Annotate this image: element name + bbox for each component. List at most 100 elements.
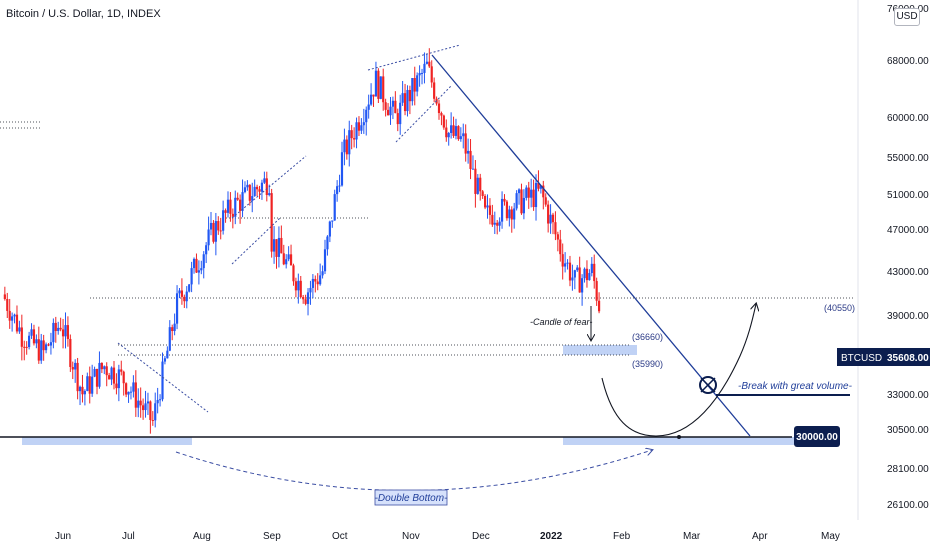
- level-label-40550: (40550): [824, 303, 855, 313]
- candle-body: [11, 316, 14, 321]
- candle-body: [125, 383, 128, 395]
- candle-body: [103, 366, 106, 370]
- candle-body: [517, 189, 521, 194]
- candle-body: [585, 268, 589, 281]
- candle-body: [129, 391, 133, 393]
- candle-body: [302, 297, 305, 300]
- break-cross-2: [700, 377, 716, 393]
- candle-body: [108, 375, 111, 380]
- candle-body: [183, 296, 186, 302]
- resistance-zone: [563, 345, 637, 355]
- candle-body: [44, 344, 48, 351]
- candle-body: [112, 367, 116, 384]
- candle-body: [452, 125, 455, 136]
- candle-body: [362, 122, 365, 126]
- break-circle: [699, 376, 717, 394]
- candle-body: [304, 299, 307, 304]
- candle-body: [306, 292, 310, 304]
- candle-body: [224, 210, 227, 213]
- y-tick: 30500.00: [887, 425, 929, 436]
- candle-body: [433, 82, 436, 99]
- candle-body: [134, 382, 137, 408]
- candle-body: [491, 214, 494, 225]
- candle-body: [229, 199, 232, 214]
- currency-button[interactable]: USD: [894, 8, 920, 26]
- candle-body: [171, 327, 174, 332]
- candle-body: [192, 258, 196, 269]
- candle-body: [544, 197, 547, 205]
- candle-body: [564, 263, 567, 267]
- candle-body: [275, 239, 278, 257]
- double-bottom-label-box: [374, 489, 448, 506]
- candle-body: [498, 221, 501, 226]
- candle-body: [418, 72, 421, 76]
- candle-body: [321, 271, 324, 276]
- candle-body: [234, 197, 237, 217]
- candle-body: [527, 187, 530, 198]
- candle-body: [285, 259, 288, 265]
- candle-body: [200, 268, 203, 271]
- x-tick: Jun: [55, 531, 71, 542]
- channel-line-2: [231, 155, 307, 219]
- candle-body: [588, 273, 591, 281]
- candle-body: [551, 214, 555, 223]
- candle-body: [547, 204, 550, 224]
- candle-body: [503, 198, 506, 202]
- candle-body: [251, 196, 254, 201]
- candle-body: [207, 229, 210, 246]
- candle-body: [389, 106, 392, 116]
- y-axis: 76000.00 68000.00 60000.00 55000.00 5100…: [887, 4, 929, 511]
- chart-title: Bitcoin / U.S. Dollar, 1D, INDEX: [6, 8, 161, 20]
- y-tick: 43000.00: [887, 267, 929, 278]
- candle-body: [471, 168, 475, 170]
- candle-body: [268, 193, 271, 196]
- candle-body: [270, 193, 273, 252]
- candle-body: [333, 194, 336, 221]
- candle-body: [542, 185, 545, 198]
- candle-body: [469, 150, 472, 169]
- support-badge-bg: [794, 426, 840, 447]
- candle-body: [139, 400, 142, 406]
- candle-body: [423, 63, 426, 73]
- candle-body: [314, 278, 317, 282]
- candle-body: [365, 109, 368, 123]
- candle-body: [581, 278, 584, 293]
- candle-body: [66, 325, 70, 339]
- candle-body: [382, 76, 385, 103]
- candle-body: [353, 138, 356, 140]
- candle-body: [156, 399, 159, 404]
- candle-body: [59, 327, 62, 330]
- candle-body: [384, 102, 387, 110]
- candle-body: [3, 294, 6, 300]
- candle-body: [522, 197, 525, 214]
- candle-body: [110, 367, 113, 380]
- candle-body: [71, 366, 74, 370]
- candle-body: [127, 391, 130, 395]
- channel-line-4: [367, 44, 461, 71]
- candle-body: [554, 222, 557, 235]
- candle-body: [486, 205, 489, 208]
- candle-body: [241, 192, 244, 211]
- x-tick: 2022: [540, 531, 563, 542]
- candle-body: [28, 335, 31, 348]
- candle-body: [559, 239, 562, 255]
- candle-body: [64, 325, 67, 337]
- candle-body: [282, 253, 285, 265]
- candle-body: [190, 268, 193, 285]
- candle-body: [98, 362, 101, 387]
- candle-body: [25, 346, 28, 348]
- candle-body: [532, 189, 535, 208]
- candle-body: [178, 290, 181, 294]
- x-tick: Feb: [613, 531, 631, 542]
- candle-body: [83, 390, 86, 395]
- candle-body: [597, 300, 601, 312]
- support-badge: 30000.00: [796, 432, 838, 443]
- x-tick: Jul: [122, 531, 135, 542]
- candle-body: [122, 371, 125, 384]
- candle-body: [93, 368, 96, 377]
- candle-body: [32, 329, 36, 344]
- candle-body: [474, 168, 477, 194]
- candle-body: [253, 186, 256, 197]
- x-tick: Mar: [683, 531, 701, 542]
